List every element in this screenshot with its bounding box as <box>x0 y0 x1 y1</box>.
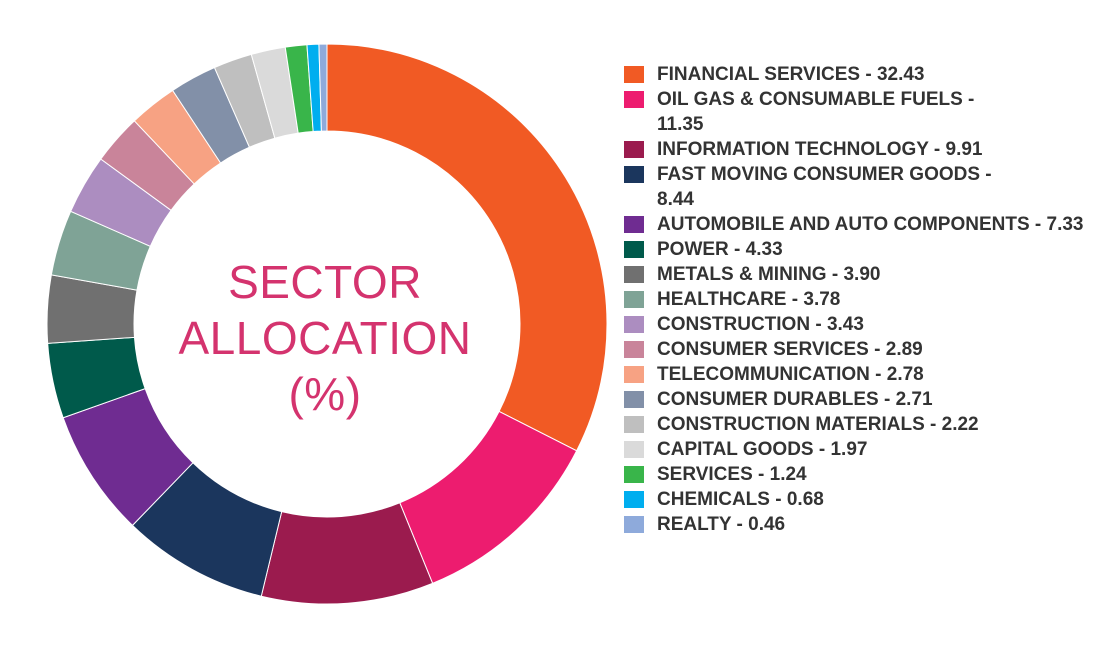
legend-label-name: CHEMICALS <box>657 489 770 510</box>
legend-swatch <box>624 266 644 283</box>
legend-label-value: 4.33 <box>745 239 783 260</box>
legend-swatch <box>624 291 644 308</box>
legend-item-fast-moving-consumer-goods: FAST MOVING CONSUMER GOODS - 8.44 <box>624 162 1084 212</box>
legend-label: METALS & MINING - 3.90 <box>657 264 881 285</box>
legend-item-chemicals: CHEMICALS - 0.68 <box>624 487 1084 512</box>
legend-label: CONSUMER SERVICES - 2.89 <box>657 339 923 360</box>
legend-label-value: 2.78 <box>886 364 924 385</box>
slice-oil-gas-consumable-fuels <box>399 410 578 584</box>
chart-title: SECTOR ALLOCATION (%) <box>170 254 480 422</box>
legend-item-metals-mining: METALS & MINING - 3.90 <box>624 262 1084 287</box>
legend-label-name: SERVICES <box>657 464 753 485</box>
legend-label-name: HEALTHCARE <box>657 289 787 310</box>
legend-label-name: INFORMATION TECHNOLOGY <box>657 139 929 160</box>
legend-label-value: 11.35 <box>657 114 704 135</box>
legend-label: HEALTHCARE - 3.78 <box>657 289 841 310</box>
chart-title-line-3: (%) <box>288 368 362 420</box>
legend-label-value: 2.22 <box>941 414 979 435</box>
chart-title-line-2: ALLOCATION <box>178 312 472 364</box>
legend-label: CHEMICALS - 0.68 <box>657 489 824 510</box>
legend-item-consumer-services: CONSUMER SERVICES - 2.89 <box>624 337 1084 362</box>
legend-label-name: CAPITAL GOODS <box>657 439 814 460</box>
legend-swatch <box>624 341 644 358</box>
legend-label: FINANCIAL SERVICES - 32.43 <box>657 64 925 85</box>
legend-item-information-technology: INFORMATION TECHNOLOGY - 9.91 <box>624 137 1084 162</box>
legend-label-name: OIL GAS & CONSUMABLE FUELS <box>657 89 963 110</box>
legend-swatch <box>624 416 644 433</box>
legend-label-value: 0.68 <box>786 489 824 510</box>
slice-realty <box>318 43 328 132</box>
legend-swatch <box>624 216 644 233</box>
legend-label-name: REALTY <box>657 514 732 535</box>
legend-label-value: 0.46 <box>748 514 786 535</box>
legend-label: TELECOMMUNICATION - 2.78 <box>657 364 924 385</box>
legend-item-capital-goods: CAPITAL GOODS - 1.97 <box>624 437 1084 462</box>
legend-swatch <box>624 391 644 408</box>
legend-swatch <box>624 466 644 483</box>
legend-swatch <box>624 91 644 108</box>
legend-label: SERVICES - 1.24 <box>657 464 807 485</box>
legend-item-telecommunication: TELECOMMUNICATION - 2.78 <box>624 362 1084 387</box>
legend-label-value: 3.78 <box>803 289 841 310</box>
legend-label: OIL GAS & CONSUMABLE FUELS - 11.35 <box>657 89 975 135</box>
legend-label-name: CONSUMER DURABLES <box>657 389 879 410</box>
legend-label-name: TELECOMMUNICATION <box>657 364 870 385</box>
legend-label-name: FINANCIAL SERVICES <box>657 64 861 85</box>
legend-label-name: METALS & MINING <box>657 264 827 285</box>
donut-slices <box>46 43 608 605</box>
legend-item-consumer-durables: CONSUMER DURABLES - 2.71 <box>624 387 1084 412</box>
legend-item-construction: CONSTRUCTION - 3.43 <box>624 312 1084 337</box>
legend-label-value: 8.44 <box>657 189 694 210</box>
legend-label-value: 2.71 <box>895 389 933 410</box>
legend-swatch <box>624 166 644 183</box>
legend-item-healthcare: HEALTHCARE - 3.78 <box>624 287 1084 312</box>
legend-label-value: 1.24 <box>769 464 807 485</box>
legend-item-services: SERVICES - 1.24 <box>624 462 1084 487</box>
legend-item-automobile-and-auto-components: AUTOMOBILE AND AUTO COMPONENTS - 7.33 <box>624 212 1084 237</box>
legend-label: CONSTRUCTION MATERIALS - 2.22 <box>657 414 979 435</box>
legend-swatch <box>624 241 644 258</box>
donut-chart <box>46 43 608 605</box>
legend-swatch <box>624 316 644 333</box>
legend-item-construction-materials: CONSTRUCTION MATERIALS - 2.22 <box>624 412 1084 437</box>
legend-label: CONSUMER DURABLES - 2.71 <box>657 389 933 410</box>
legend-item-financial-services: FINANCIAL SERVICES - 32.43 <box>624 62 1084 87</box>
chart-legend: FINANCIAL SERVICES - 32.43 OIL GAS & CONS… <box>624 62 1084 537</box>
legend-item-realty: REALTY - 0.46 <box>624 512 1084 537</box>
legend-label-name: POWER <box>657 239 729 260</box>
legend-label-value: 7.33 <box>1046 214 1084 235</box>
legend-label: AUTOMOBILE AND AUTO COMPONENTS - 7.33 <box>657 214 1084 235</box>
legend-label: INFORMATION TECHNOLOGY - 9.91 <box>657 139 983 160</box>
legend-label-value: 32.43 <box>876 64 925 85</box>
legend-swatch <box>624 491 644 508</box>
legend-label-value: 1.97 <box>830 439 868 460</box>
legend-label-name: CONSTRUCTION <box>657 314 811 335</box>
legend-swatch <box>624 366 644 383</box>
legend-label-name: CONSTRUCTION MATERIALS <box>657 414 925 435</box>
legend-label: REALTY - 0.46 <box>657 514 786 535</box>
slice-financial-services <box>326 43 608 452</box>
legend-label: FAST MOVING CONSUMER GOODS - 8.44 <box>657 164 992 210</box>
chart-title-line-1: SECTOR <box>228 256 422 308</box>
legend-item-oil-gas-consumable-fuels: OIL GAS & CONSUMABLE FUELS - 11.35 <box>624 87 1084 137</box>
legend-item-power: POWER - 4.33 <box>624 237 1084 262</box>
legend-label-value: 3.43 <box>826 314 864 335</box>
legend-label-value: 3.90 <box>843 264 881 285</box>
legend-label: POWER - 4.33 <box>657 239 783 260</box>
legend-label-name: FAST MOVING CONSUMER GOODS <box>657 164 981 185</box>
legend-swatch <box>624 516 644 533</box>
legend-label-value: 9.91 <box>945 139 983 160</box>
legend-swatch <box>624 66 644 83</box>
legend-label-name: AUTOMOBILE AND AUTO COMPONENTS <box>657 214 1030 235</box>
legend-swatch <box>624 141 644 158</box>
legend-label: CAPITAL GOODS - 1.97 <box>657 439 868 460</box>
legend-swatch <box>624 441 644 458</box>
legend-label: CONSTRUCTION - 3.43 <box>657 314 864 335</box>
legend-label-name: CONSUMER SERVICES <box>657 339 869 360</box>
legend-label-value: 2.89 <box>885 339 923 360</box>
